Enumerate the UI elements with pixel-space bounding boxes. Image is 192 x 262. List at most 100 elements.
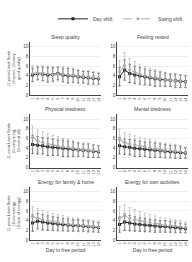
svg-text:12: 12: [173, 97, 178, 102]
svg-text:11-point Likert Scale(0=no ene: 11-point Likert Scale(0=no energy,10=lot…: [6, 195, 21, 232]
svg-text:3: 3: [127, 97, 132, 100]
svg-text:14: 14: [183, 242, 188, 247]
svg-text:14: 14: [96, 169, 101, 174]
svg-text:11: 11: [168, 242, 173, 247]
svg-text:6: 6: [113, 64, 116, 69]
svg-text:2: 2: [26, 83, 29, 88]
svg-text:10: 10: [110, 189, 116, 194]
svg-text:9: 9: [157, 242, 162, 245]
svg-text:4: 4: [132, 242, 137, 245]
svg-text:10: 10: [162, 242, 167, 247]
svg-text:6: 6: [55, 169, 60, 172]
svg-text:3: 3: [127, 242, 132, 245]
svg-text:2: 2: [35, 242, 40, 245]
svg-text:2: 2: [113, 228, 116, 233]
svg-text:Feeling rested: Feeling rested: [137, 34, 169, 40]
svg-text:6: 6: [26, 209, 29, 214]
svg-text:7: 7: [60, 97, 65, 100]
svg-text:6: 6: [113, 209, 116, 214]
svg-text:8: 8: [26, 54, 29, 59]
svg-text:12: 12: [86, 242, 91, 247]
svg-text:5: 5: [137, 169, 142, 172]
svg-text:9: 9: [70, 169, 75, 172]
svg-text:12: 12: [173, 242, 178, 247]
svg-text:6: 6: [26, 64, 29, 69]
svg-text:4: 4: [113, 73, 116, 78]
svg-text:Energy for own activities: Energy for own activities: [125, 179, 180, 185]
svg-text:11: 11: [81, 242, 86, 247]
svg-text:9: 9: [157, 169, 162, 172]
svg-text:6: 6: [26, 136, 29, 141]
svg-text:4: 4: [26, 218, 29, 223]
svg-text:2: 2: [26, 155, 29, 160]
svg-text:3: 3: [40, 169, 45, 172]
svg-text:10: 10: [23, 189, 29, 194]
svg-text:4: 4: [132, 169, 137, 172]
svg-text:Day shift: Day shift: [93, 16, 113, 22]
svg-text:Physical tiredness: Physical tiredness: [45, 106, 86, 112]
svg-text:1: 1: [30, 97, 35, 100]
svg-text:11-point Likert Scale(0=very t: 11-point Likert Scale(0=very tiring,10=n…: [6, 122, 21, 159]
svg-text:12: 12: [86, 169, 91, 174]
svg-text:13: 13: [178, 169, 183, 174]
svg-text:10: 10: [75, 97, 80, 102]
svg-text:11: 11: [81, 169, 86, 174]
svg-text:6: 6: [142, 242, 147, 245]
svg-text:10: 10: [162, 97, 167, 102]
svg-text:11: 11: [168, 169, 173, 174]
svg-text:8: 8: [65, 242, 70, 245]
svg-text:Day in free period: Day in free period: [46, 247, 86, 253]
svg-text:2: 2: [113, 155, 116, 160]
svg-text:4: 4: [26, 146, 29, 151]
svg-text:4: 4: [113, 218, 116, 223]
svg-text:11: 11: [81, 97, 86, 102]
svg-text:10: 10: [75, 169, 80, 174]
svg-text:10: 10: [75, 242, 80, 247]
svg-text:11: 11: [168, 97, 173, 102]
svg-text:5: 5: [50, 242, 55, 245]
svg-text:13: 13: [91, 242, 96, 247]
svg-text:7: 7: [147, 169, 152, 172]
svg-text:13: 13: [178, 97, 183, 102]
svg-text:7: 7: [60, 169, 65, 172]
svg-text:13: 13: [178, 242, 183, 247]
svg-text:6: 6: [142, 97, 147, 100]
svg-text:6: 6: [55, 242, 60, 245]
svg-text:6: 6: [142, 169, 147, 172]
svg-text:11-point Likert Scale(0=poor,: 11-point Likert Scale(0=poor, 10=verygoo…: [6, 50, 21, 87]
svg-text:14: 14: [96, 97, 101, 102]
svg-text:2: 2: [122, 97, 127, 100]
svg-text:10: 10: [110, 117, 116, 122]
svg-text:Day in free period: Day in free period: [133, 247, 173, 253]
svg-text:0: 0: [113, 238, 116, 243]
svg-text:5: 5: [137, 97, 142, 100]
svg-text:4: 4: [132, 97, 137, 100]
svg-text:8: 8: [65, 169, 70, 172]
svg-text:1: 1: [30, 242, 35, 245]
svg-text:Sleep quality: Sleep quality: [51, 34, 80, 40]
svg-text:3: 3: [127, 169, 132, 172]
svg-text:2: 2: [35, 169, 40, 172]
svg-text:0: 0: [113, 93, 116, 98]
svg-text:10: 10: [23, 117, 29, 122]
svg-text:1: 1: [117, 242, 122, 245]
svg-text:14: 14: [183, 97, 188, 102]
svg-text:8: 8: [152, 169, 157, 172]
svg-text:12: 12: [86, 97, 91, 102]
svg-text:5: 5: [50, 97, 55, 100]
svg-text:14: 14: [96, 242, 101, 247]
svg-text:8: 8: [113, 126, 116, 131]
svg-text:5: 5: [137, 242, 142, 245]
svg-text:4: 4: [45, 97, 50, 100]
svg-text:4: 4: [45, 169, 50, 172]
svg-text:1: 1: [117, 169, 122, 172]
svg-text:0: 0: [113, 165, 116, 170]
svg-text:8: 8: [26, 199, 29, 204]
svg-text:8: 8: [65, 97, 70, 100]
svg-text:10: 10: [110, 44, 116, 49]
svg-text:2: 2: [113, 83, 116, 88]
svg-text:7: 7: [147, 242, 152, 245]
svg-text:9: 9: [70, 242, 75, 245]
svg-text:5: 5: [50, 169, 55, 172]
svg-text:8: 8: [152, 97, 157, 100]
